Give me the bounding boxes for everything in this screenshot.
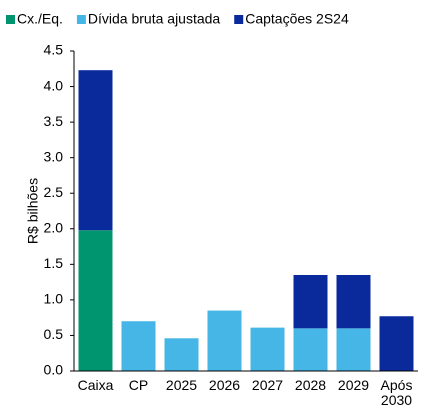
x-tick-label: 2028 — [294, 377, 327, 393]
x-tick-label: 2025 — [165, 377, 198, 393]
bar — [293, 328, 328, 371]
y-tick-label: 1.5 — [44, 255, 64, 271]
bar — [336, 328, 371, 371]
x-tick-label: Caixa — [77, 377, 114, 393]
y-axis-label: R$ bilhões — [25, 178, 41, 244]
y-tick-label: 3.0 — [44, 148, 64, 164]
legend-label: Captações 2S24 — [245, 11, 349, 27]
bar — [379, 316, 414, 371]
legend-swatch — [76, 15, 86, 24]
bar — [78, 230, 113, 371]
y-tick-label: 0.5 — [44, 326, 64, 342]
bar — [293, 275, 328, 329]
y-tick-label: 2.5 — [44, 184, 64, 200]
y-tick-label: 4.0 — [44, 77, 64, 93]
x-tick-label: 2026 — [208, 377, 241, 393]
y-tick-label: 2.0 — [44, 219, 64, 235]
legend-label: Cx./Eq. — [17, 11, 63, 27]
x-tick-label: CP — [128, 377, 149, 393]
bar — [250, 327, 285, 371]
y-tick-label: 1.0 — [44, 291, 64, 307]
bar — [164, 338, 199, 371]
bar — [207, 310, 242, 371]
bar — [336, 275, 371, 329]
bar — [78, 70, 113, 231]
y-tick-label: 4.5 — [44, 42, 64, 58]
legend-swatch — [6, 15, 15, 24]
legend-swatch — [234, 15, 244, 24]
x-tick-label: 2027 — [251, 377, 284, 393]
x-tick-label: Após 2030 — [380, 377, 413, 408]
y-tick-label: 3.5 — [44, 113, 64, 129]
y-tick-label: 0.0 — [44, 362, 64, 378]
legend-label: Dívida bruta ajustada — [88, 11, 221, 27]
x-tick-label: 2029 — [337, 377, 370, 393]
bar — [121, 321, 156, 371]
